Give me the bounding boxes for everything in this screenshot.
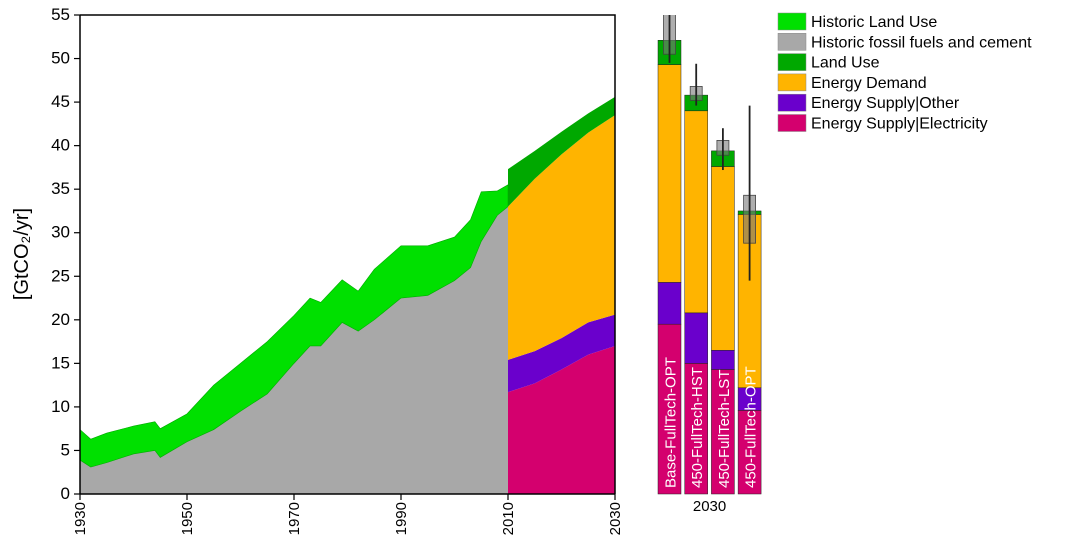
- plot-frame: [80, 14, 616, 494]
- x-tick-label: 1990: [393, 502, 410, 535]
- bar-label: 450-FullTech-LST: [716, 370, 733, 488]
- y-tick-label: 40: [51, 136, 70, 155]
- x-tick-label: 2010: [500, 502, 517, 535]
- y-axis-label: [GtCO₂/yr]: [11, 208, 33, 300]
- y-tick-label: 30: [51, 223, 70, 242]
- y-tick-label: 20: [51, 310, 70, 329]
- y-tick-label: 5: [61, 440, 70, 459]
- x-tick-label: 2030: [607, 502, 624, 535]
- legend-swatch: [777, 73, 807, 92]
- y-tick-label: 0: [61, 484, 70, 503]
- bar-segment: [684, 110, 708, 314]
- y-tick-label: 35: [51, 179, 70, 198]
- bar-segment: [684, 312, 708, 364]
- legend-swatch: [777, 53, 807, 71]
- y-tick-label: 15: [51, 353, 70, 372]
- bar-label: 450-FullTech-OPT: [743, 366, 760, 488]
- legend-label: Energy Demand: [811, 75, 927, 92]
- bar-segment: [657, 64, 682, 283]
- y-tick-label: 45: [51, 92, 70, 111]
- legend-label: Historic fossil fuels and cement: [811, 34, 1032, 51]
- legend-swatch: [777, 114, 807, 132]
- x-group-label: 2030: [693, 498, 726, 515]
- x-tick-label: 1930: [72, 502, 89, 535]
- y-tick-label: 55: [51, 5, 70, 24]
- bar-label: 450-FullTech-HST: [689, 367, 706, 488]
- legend-label: Land Use: [811, 55, 880, 72]
- legend-swatch: [777, 93, 807, 112]
- area: [80, 206, 508, 494]
- x-tick-label: 1950: [179, 502, 196, 535]
- legend-swatch: [777, 12, 807, 31]
- plot-area: [79, 15, 762, 495]
- area: [508, 115, 615, 360]
- area: [508, 314, 615, 393]
- bar-segment: [711, 166, 735, 351]
- x-tick-label: 1970: [286, 502, 303, 535]
- legend-label: Historic Land Use: [811, 14, 937, 31]
- legend-label: Energy Supply|Other: [811, 95, 960, 112]
- area: [508, 345, 615, 494]
- legend-label: Energy Supply|Electricity: [811, 116, 988, 133]
- bar-segment: [711, 350, 735, 370]
- y-tick-label: 25: [51, 266, 70, 285]
- area: [508, 96, 615, 207]
- legend-swatch: [777, 33, 807, 51]
- y-tick-label: 50: [51, 49, 70, 68]
- y-tick-label: 10: [51, 397, 70, 416]
- bar-segment: [657, 282, 682, 325]
- bar-label: Base-FullTech-OPT: [663, 357, 680, 488]
